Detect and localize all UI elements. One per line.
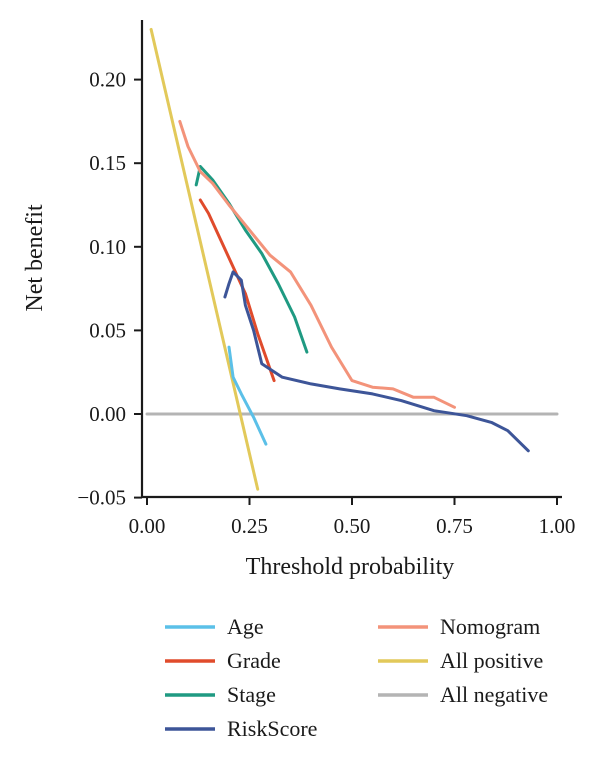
legend-label: Age bbox=[227, 614, 264, 639]
y-tick-label: 0.10 bbox=[89, 235, 126, 259]
legend-label: All positive bbox=[440, 648, 543, 673]
series-line-all-positive bbox=[149, 27, 260, 491]
y-tick-label: 0.15 bbox=[89, 151, 126, 175]
legend-item-all-negative: All negative bbox=[378, 682, 548, 707]
legend-label: Nomogram bbox=[440, 614, 540, 639]
legend-item-riskscore: RiskScore bbox=[165, 716, 317, 741]
series-line-stage bbox=[194, 165, 309, 354]
x-tick-label: 0.50 bbox=[334, 514, 371, 538]
y-axis-title: Net benefit bbox=[22, 204, 48, 312]
y-tick-label: 0.20 bbox=[89, 68, 126, 92]
series-line-riskscore bbox=[223, 270, 530, 453]
series-lines bbox=[145, 27, 559, 491]
y-tick-label: −0.05 bbox=[77, 486, 126, 510]
x-tick-label: 0.00 bbox=[129, 514, 166, 538]
legend-item-nomogram: Nomogram bbox=[378, 614, 540, 639]
legend-item-age: Age bbox=[165, 614, 264, 639]
legend-label: RiskScore bbox=[227, 716, 317, 741]
plot-area: 0.00 0.25 0.50 0.75 1.00−0.050.000.050.100.1… bbox=[77, 20, 575, 538]
x-tick-label: 0.25 bbox=[231, 514, 268, 538]
legend-item-grade: Grade bbox=[165, 648, 281, 673]
axis-ticks: 0.00 0.25 0.50 0.75 1.00−0.050.000.050.100.1… bbox=[77, 68, 575, 538]
x-axis-title: Threshold probability bbox=[246, 554, 455, 580]
x-tick-label: 0.75 bbox=[436, 514, 473, 538]
legend-label: All negative bbox=[440, 682, 548, 707]
legend-label: Grade bbox=[227, 648, 281, 673]
y-tick-label: 0.00 bbox=[89, 402, 126, 426]
x-tick-label: 1.00 bbox=[539, 514, 576, 538]
y-tick-label: 0.05 bbox=[89, 318, 126, 342]
series-line-age bbox=[227, 345, 268, 446]
series-line-grade bbox=[198, 198, 276, 383]
series-line-nomogram bbox=[178, 119, 456, 409]
legend-item-stage: Stage bbox=[165, 682, 276, 707]
legend-item-all-positive: All positive bbox=[378, 648, 543, 673]
legend-label: Stage bbox=[227, 682, 276, 707]
legend: Age Grade Stage RiskScore Nomogram All positi… bbox=[165, 614, 548, 741]
